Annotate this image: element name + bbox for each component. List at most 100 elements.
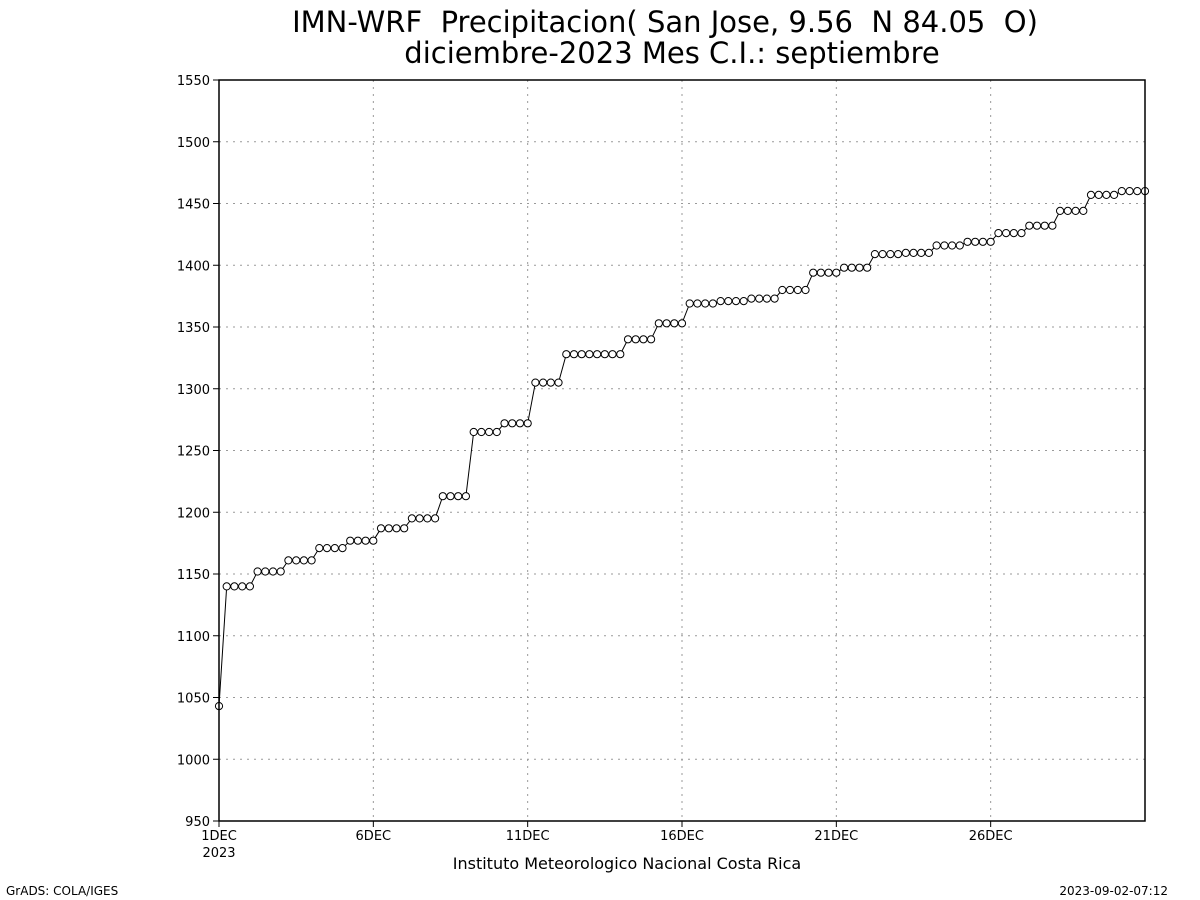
y-tick-label: 1500 — [177, 136, 210, 151]
data-point — [1056, 206, 1065, 215]
data-point — [693, 299, 702, 308]
x-tick-label: 21DEC — [814, 829, 858, 844]
data-point — [562, 350, 571, 359]
data-point — [276, 567, 285, 576]
data-point — [623, 335, 633, 344]
data-point — [330, 544, 339, 553]
data-point — [531, 378, 540, 387]
data-point — [1079, 206, 1088, 215]
series-line — [218, 190, 1145, 707]
data-point — [1009, 229, 1018, 238]
x-tick-label: 1DEC — [201, 829, 237, 844]
data-point — [639, 335, 648, 344]
data-point — [446, 492, 455, 501]
data-point — [616, 350, 625, 359]
x-tick-label: 16DEC — [660, 829, 704, 844]
data-point — [685, 299, 694, 308]
y-tick-label: 950 — [185, 815, 210, 830]
data-point — [631, 335, 640, 344]
data-point — [407, 514, 416, 523]
data-point — [361, 536, 370, 545]
data-point — [539, 378, 548, 387]
data-point — [832, 268, 841, 277]
data-point — [438, 492, 447, 501]
footer-left: GrADS: COLA/IGES — [6, 884, 118, 898]
data-point — [955, 241, 964, 250]
data-point — [469, 427, 478, 437]
data-point — [508, 419, 517, 428]
data-point — [793, 285, 802, 295]
data-point — [971, 237, 980, 246]
data-point — [222, 582, 231, 591]
data-point — [932, 241, 941, 250]
data-point — [477, 427, 486, 437]
x-tick-label: 11DEC — [506, 829, 550, 844]
data-point — [338, 544, 347, 553]
data-point — [670, 319, 679, 328]
data-point — [577, 350, 586, 359]
data-point — [1094, 190, 1103, 199]
data-point — [909, 248, 918, 257]
data-point — [369, 536, 378, 545]
data-point — [1040, 221, 1049, 230]
data-point — [870, 250, 880, 259]
data-point — [292, 556, 301, 565]
data-point — [924, 248, 934, 257]
data-point — [894, 250, 903, 259]
data-point — [261, 567, 270, 576]
series-cumulative-precipitation — [214, 187, 1150, 711]
data-point — [847, 263, 856, 272]
data-point — [986, 237, 995, 246]
chart-subtitle: diciembre-2023 Mes C.I.: septiembre — [404, 36, 939, 70]
data-point — [299, 556, 308, 565]
data-point — [238, 582, 247, 591]
data-point — [886, 250, 895, 259]
data-point — [948, 241, 957, 250]
plot-frame — [218, 79, 1146, 822]
data-point — [315, 544, 324, 553]
data-point — [1017, 229, 1026, 238]
data-point — [801, 285, 810, 295]
data-point — [384, 524, 393, 533]
data-point — [608, 350, 617, 359]
data-point — [307, 556, 316, 565]
data-point — [546, 378, 555, 387]
data-point — [739, 297, 748, 306]
data-point — [940, 241, 949, 250]
y-axis-ticks: 950 1000 1050 1100 1150 1200 1250 1300 1350 1400 1… — [177, 74, 219, 830]
data-point — [1002, 229, 1011, 238]
data-point — [840, 263, 849, 272]
data-point — [569, 350, 579, 359]
data-point — [392, 524, 401, 533]
data-point — [593, 350, 602, 359]
data-point — [824, 268, 833, 277]
data-point — [855, 263, 864, 272]
data-point — [230, 582, 239, 591]
y-tick-label: 1250 — [177, 445, 210, 460]
data-point — [878, 250, 887, 259]
data-point — [415, 514, 424, 523]
y-tick-label: 1450 — [177, 198, 210, 213]
y-tick-label: 1350 — [177, 321, 210, 336]
data-point — [268, 567, 278, 576]
data-point — [1125, 187, 1134, 196]
data-point — [747, 294, 756, 303]
x-tick-sublabel: 2023 — [202, 846, 235, 861]
chart-title: IMN-WRF Precipitacion( San Jose, 9.56 N … — [292, 5, 1038, 39]
data-point — [400, 524, 409, 533]
data-point — [677, 319, 687, 328]
data-point — [423, 514, 432, 523]
data-point — [1071, 206, 1080, 215]
data-point — [376, 524, 386, 533]
data-point — [1032, 221, 1042, 230]
data-point — [901, 248, 910, 257]
y-tick-label: 1100 — [177, 630, 210, 645]
data-point — [585, 350, 594, 359]
data-point — [755, 294, 764, 303]
data-point — [963, 237, 972, 246]
data-point — [863, 263, 872, 272]
y-tick-label: 1550 — [177, 74, 210, 89]
data-point — [431, 514, 440, 523]
data-point — [662, 319, 671, 328]
data-point — [917, 248, 926, 257]
